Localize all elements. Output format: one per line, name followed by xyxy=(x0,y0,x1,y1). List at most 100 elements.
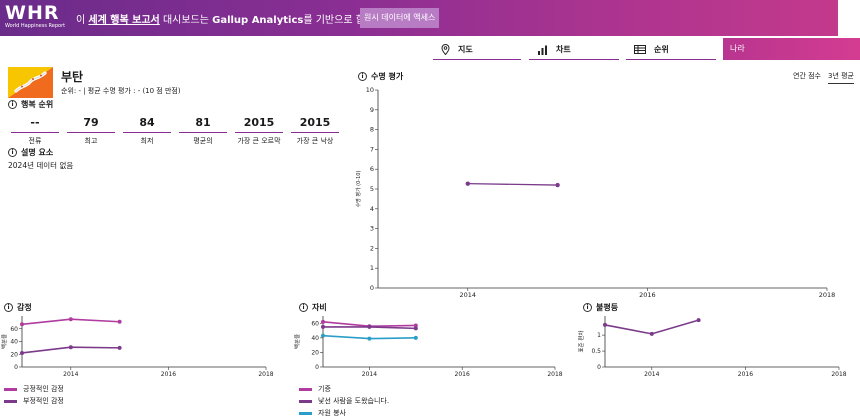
y-tick-label: 60 xyxy=(311,320,319,327)
tab-map-label: 지도 xyxy=(458,45,473,54)
info-icon[interactable]: i xyxy=(358,72,367,81)
tab-chart[interactable]: 차트 xyxy=(529,40,619,60)
top-banner: WHR World Happiness Report 이 세계 행복 보고서 대… xyxy=(0,0,860,36)
gallup-analytics-text: Gallup Analytics xyxy=(212,15,304,26)
y-tick-label: 20 xyxy=(10,351,18,358)
rank-stat: 79 최고 xyxy=(67,116,115,146)
x-tick-label: 2018 xyxy=(547,371,562,378)
legend-label: 낯선 사람을 도왔습니다. xyxy=(318,397,390,405)
series-line xyxy=(467,183,558,186)
legend-swatch xyxy=(299,387,312,391)
legend-item[interactable]: 부정적인 감정 xyxy=(4,395,64,407)
data-point[interactable] xyxy=(696,318,701,323)
info-icon[interactable]: i xyxy=(4,303,13,312)
banner-text-prefix: 이 xyxy=(76,15,89,26)
banner-text-suffix: 를 기반으로 합니다. xyxy=(303,15,387,26)
data-point[interactable] xyxy=(649,331,654,336)
legend-swatch xyxy=(299,399,312,403)
info-icon[interactable]: i xyxy=(299,303,308,312)
x-tick-label: 2018 xyxy=(831,371,846,378)
rank-stat-label: 전류 xyxy=(28,137,42,145)
data-point[interactable] xyxy=(413,326,418,331)
banner-text-mid: 대시보드는 xyxy=(159,15,213,26)
data-point[interactable] xyxy=(68,345,73,350)
y-tick-label: 9 xyxy=(370,106,374,114)
data-point[interactable] xyxy=(321,324,325,329)
data-point[interactable] xyxy=(321,319,325,324)
x-tick-label: 2016 xyxy=(738,371,753,378)
whr-logo[interactable]: WHR World Happiness Report xyxy=(5,3,69,33)
y-axis-title: 백분율 xyxy=(0,334,8,349)
y-tick-label: 0.5 xyxy=(591,348,601,355)
legend-item[interactable]: 낯선 사람을 도왔습니다. xyxy=(299,395,389,407)
legend-swatch xyxy=(4,387,17,391)
rank-stat: -- 전류 xyxy=(11,116,59,146)
x-tick-label: 2014 xyxy=(644,371,659,378)
whr-report-link[interactable]: 세계 행복 보고서 xyxy=(88,15,160,26)
rank-stat-value: 81 xyxy=(179,116,227,133)
rank-stat: 81 평균의 xyxy=(179,116,227,146)
x-tick-label: 2014 xyxy=(460,291,477,299)
toggle-3yr-average[interactable]: 3년 평균 xyxy=(828,71,854,84)
y-axis-title: 백분율 xyxy=(293,334,301,349)
rank-stat-value: 2015 xyxy=(291,116,339,133)
x-tick-label: 2018 xyxy=(819,291,836,299)
legend-label: 기증 xyxy=(318,385,331,393)
data-point[interactable] xyxy=(413,323,418,328)
country-select[interactable]: 나라 xyxy=(723,38,860,60)
data-point[interactable] xyxy=(68,317,73,322)
y-tick-label: 40 xyxy=(311,335,319,342)
emotion-title-text: 감정 xyxy=(17,303,32,312)
data-point[interactable] xyxy=(367,324,372,329)
y-tick-label: 0 xyxy=(370,284,374,292)
x-tick-label: 2016 xyxy=(639,291,656,299)
inequality-title-text: 불평등 xyxy=(596,303,619,312)
legend-swatch xyxy=(4,399,17,403)
bar-chart-icon xyxy=(538,45,547,55)
y-tick-label: 7 xyxy=(370,145,374,153)
info-icon[interactable]: i xyxy=(8,148,17,157)
explanation-title: i 설명 요소 xyxy=(8,147,53,158)
info-icon[interactable]: i xyxy=(8,100,17,109)
legend-label: 긍정적인 감정 xyxy=(23,385,64,393)
data-point[interactable] xyxy=(20,322,24,327)
life-eval-chart: 0 1 2 3 4 5 6 7 8 9 10 2014 2016 2018 수명 평가 (0-10) xyxy=(355,86,836,299)
legend-swatch xyxy=(299,411,312,415)
toggle-annual-score[interactable]: 연간 점수 xyxy=(793,72,821,80)
y-tick-label: 0 xyxy=(597,364,601,371)
y-tick-label: 60 xyxy=(10,326,18,333)
life-eval-title: i 수명 평가 xyxy=(358,71,403,82)
legend-item[interactable]: 자원 봉사 xyxy=(299,407,389,419)
data-point[interactable] xyxy=(117,345,122,350)
tab-map[interactable]: 지도 xyxy=(433,40,521,60)
generosity-legend: 기증 낯선 사람을 도왔습니다. 자원 봉사 xyxy=(299,383,389,419)
explanation-title-text: 설명 요소 xyxy=(21,148,54,157)
rank-stat: 2015 가장 큰 낙상 xyxy=(291,116,339,146)
data-point[interactable] xyxy=(321,333,325,338)
rank-stat-value: 2015 xyxy=(235,116,283,133)
legend-item[interactable]: 기증 xyxy=(299,383,389,395)
info-icon[interactable]: i xyxy=(583,303,592,312)
emotion-title: i 감정 xyxy=(4,302,32,313)
data-point[interactable] xyxy=(555,182,560,188)
legend-label: 자원 봉사 xyxy=(318,409,346,417)
banner-side-panel xyxy=(838,0,860,36)
data-point[interactable] xyxy=(465,181,470,186)
rank-stat-value: 79 xyxy=(67,116,115,133)
data-point[interactable] xyxy=(117,319,122,324)
access-raw-data-button[interactable]: 원시 데이터에 액세스 xyxy=(360,8,440,28)
tab-rankings[interactable]: 순위 xyxy=(626,40,716,60)
y-tick-label: 0 xyxy=(315,364,319,371)
y-tick-label: 5 xyxy=(370,185,374,193)
data-point[interactable] xyxy=(367,336,372,341)
y-tick-label: 40 xyxy=(10,339,18,346)
legend-label: 부정적인 감정 xyxy=(23,397,64,405)
rank-stat-value: 84 xyxy=(123,116,171,133)
data-point[interactable] xyxy=(413,335,418,340)
legend-item[interactable]: 긍정적인 감정 xyxy=(4,383,64,395)
data-point[interactable] xyxy=(20,350,24,355)
logo-mark: WHR xyxy=(5,2,60,24)
data-point[interactable] xyxy=(603,322,607,327)
rank-stat: 2015 가장 큰 오르막 xyxy=(235,116,283,146)
life-eval-title-text: 수명 평가 xyxy=(371,72,404,81)
